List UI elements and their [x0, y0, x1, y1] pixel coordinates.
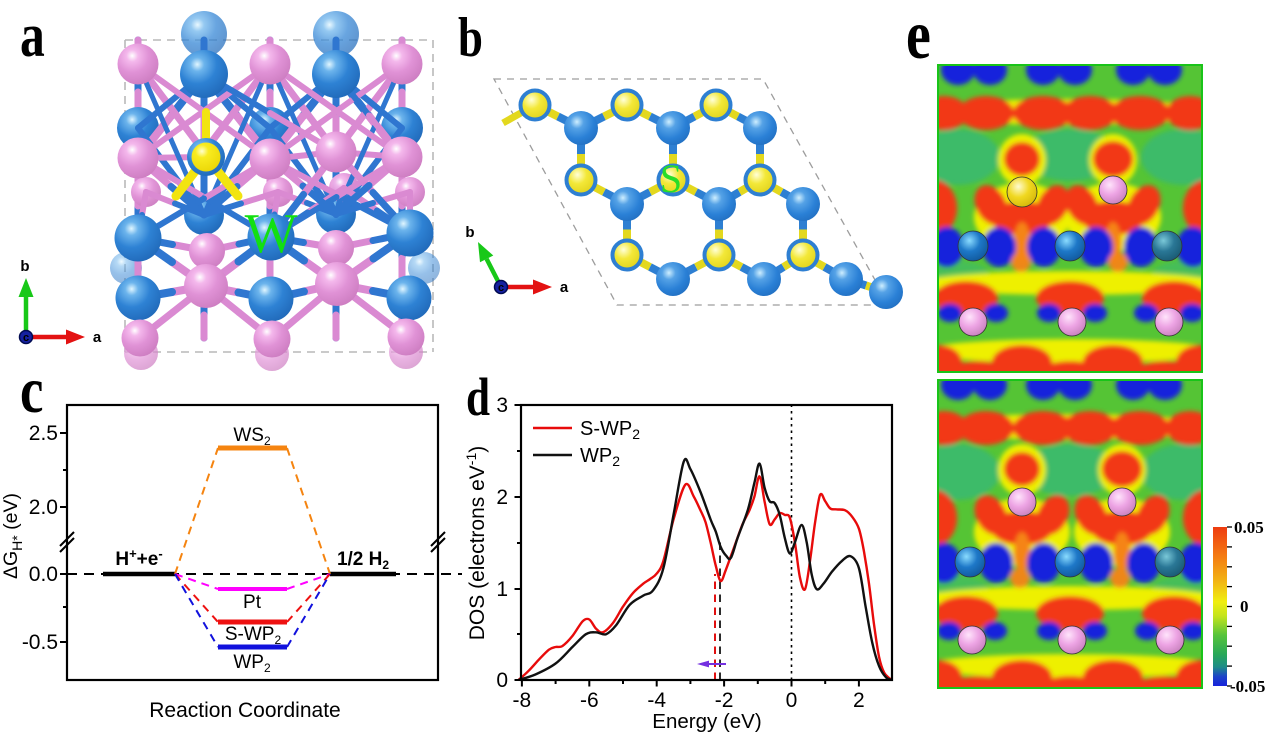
svg-text:b: b — [458, 6, 483, 68]
svg-text:d: d — [466, 366, 490, 427]
svg-text:-0.05: -0.05 — [1230, 677, 1265, 696]
svg-text:ΔGH* (eV): ΔGH* (eV) — [0, 493, 25, 579]
svg-text:DOS (electrons eV-1): DOS (electrons eV-1) — [463, 446, 489, 641]
svg-text:W: W — [245, 203, 298, 265]
svg-text:1/2 H2: 1/2 H2 — [337, 549, 389, 572]
svg-text:0.0: 0.0 — [29, 563, 58, 586]
svg-text:-6: -6 — [580, 689, 599, 712]
svg-text:0: 0 — [496, 669, 508, 692]
svg-text:WP2: WP2 — [233, 652, 271, 675]
svg-text:-2: -2 — [715, 689, 734, 712]
svg-text:Reaction Coordinate: Reaction Coordinate — [149, 699, 340, 722]
svg-text:2.0: 2.0 — [29, 496, 58, 519]
svg-text:b: b — [20, 258, 29, 275]
svg-text:c: c — [23, 332, 29, 344]
svg-text:S-WP2: S-WP2 — [580, 418, 640, 442]
svg-text:c: c — [498, 282, 504, 294]
svg-text:WP2: WP2 — [580, 445, 620, 469]
svg-text:-4: -4 — [647, 689, 666, 712]
svg-text:2: 2 — [496, 486, 508, 509]
svg-text:0: 0 — [786, 689, 798, 712]
svg-text:a: a — [560, 279, 569, 296]
svg-text:1: 1 — [496, 578, 508, 601]
svg-text:3: 3 — [496, 394, 508, 417]
svg-text:S-WP2: S-WP2 — [225, 624, 282, 647]
svg-text:WS2: WS2 — [233, 425, 271, 448]
svg-text:-0.5: -0.5 — [22, 631, 58, 654]
svg-text:2.5: 2.5 — [29, 422, 58, 445]
svg-text:Energy (eV): Energy (eV) — [652, 710, 761, 733]
svg-text:-8: -8 — [513, 689, 532, 712]
svg-text:S: S — [660, 156, 682, 201]
svg-text:0.05: 0.05 — [1234, 518, 1264, 537]
svg-text:0: 0 — [1240, 597, 1249, 616]
svg-text:H++e-: H++e- — [115, 546, 162, 570]
svg-text:a: a — [20, 2, 45, 70]
svg-text:a: a — [93, 329, 102, 346]
svg-text:b: b — [465, 224, 474, 241]
svg-text:c: c — [20, 353, 43, 426]
svg-text:e: e — [906, 0, 931, 73]
svg-text:2: 2 — [853, 689, 865, 712]
svg-text:Pt: Pt — [243, 592, 262, 613]
